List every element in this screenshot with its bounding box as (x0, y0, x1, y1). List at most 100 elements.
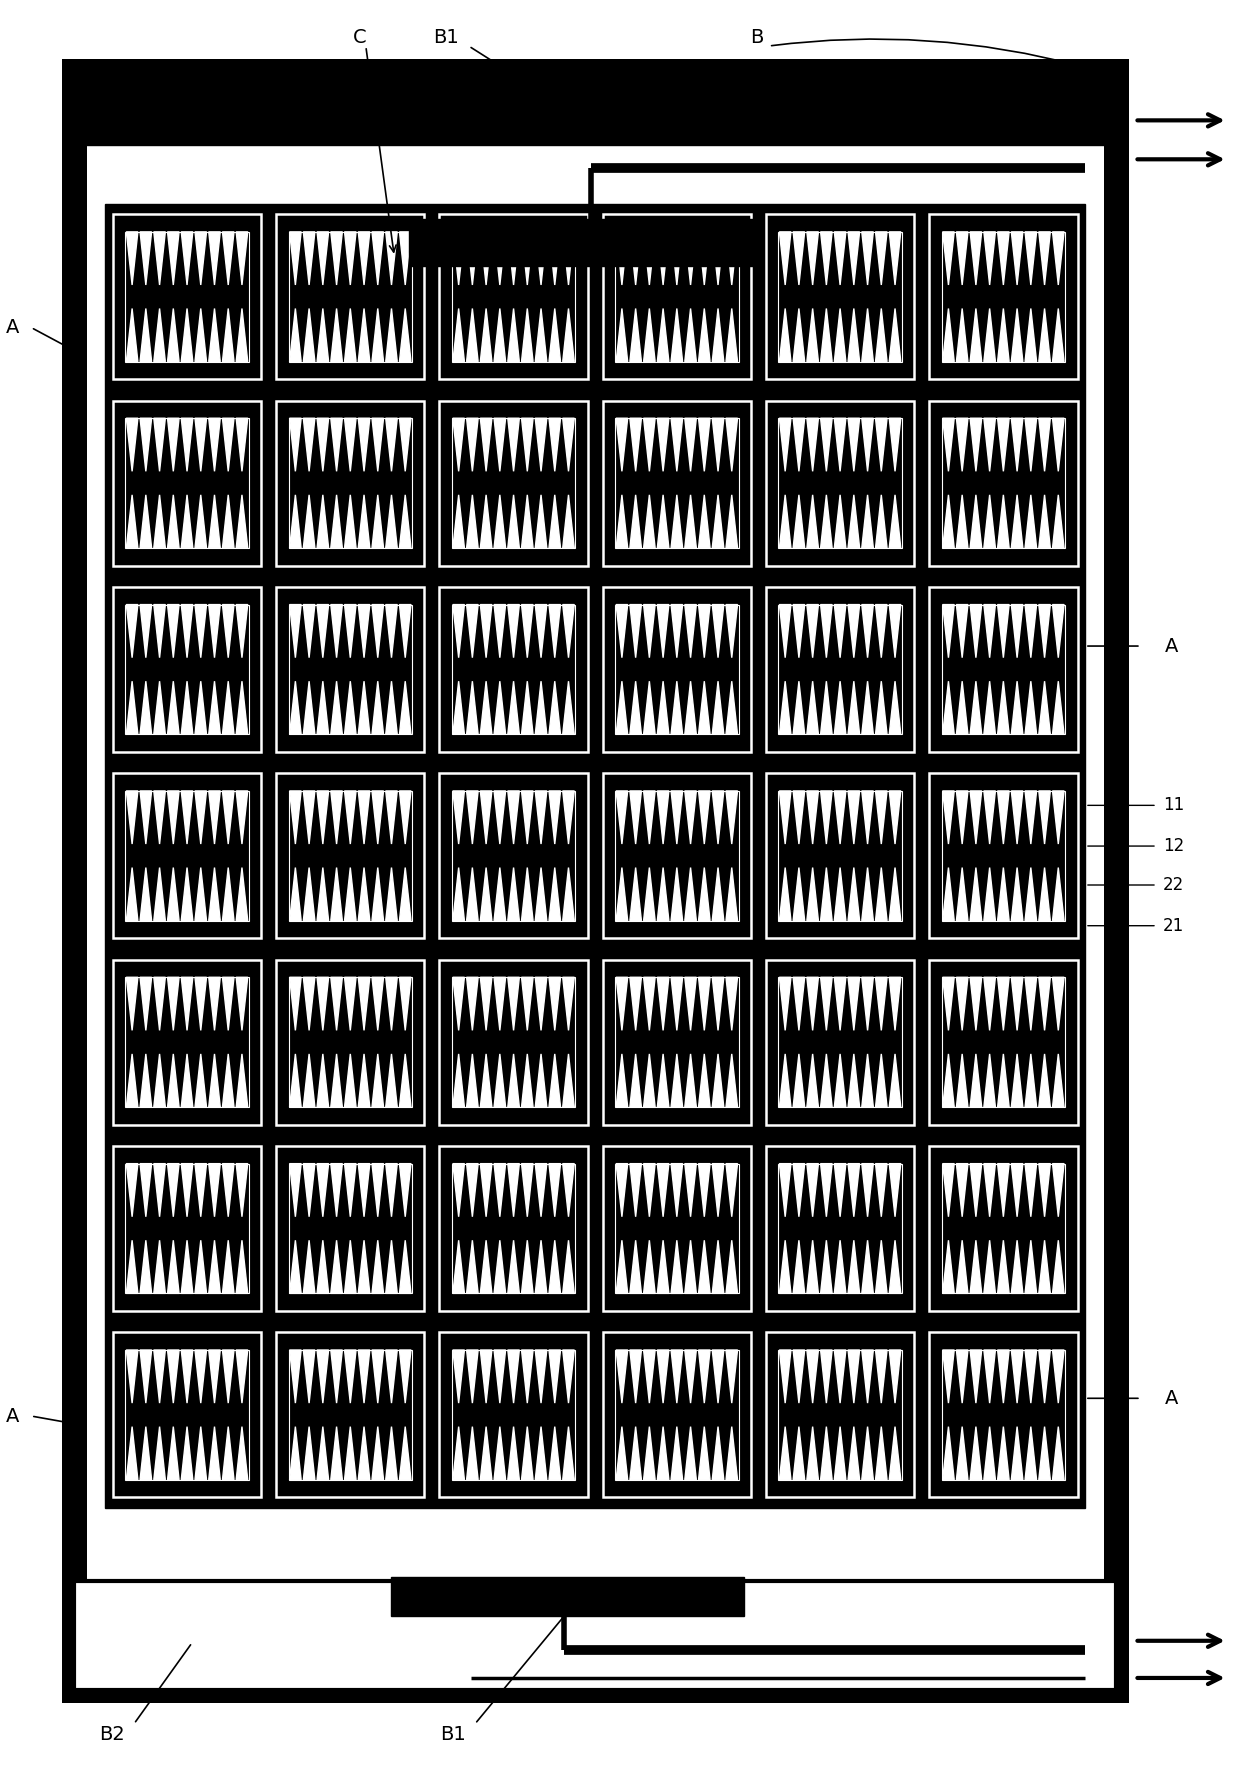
Polygon shape (956, 232, 968, 285)
Polygon shape (358, 681, 370, 735)
Polygon shape (725, 605, 738, 658)
Polygon shape (1039, 1351, 1050, 1404)
Bar (125, 791, 249, 920)
Polygon shape (983, 791, 996, 844)
Polygon shape (698, 1053, 711, 1106)
Polygon shape (1025, 791, 1037, 844)
Polygon shape (1025, 418, 1037, 471)
Polygon shape (807, 418, 818, 471)
Polygon shape (970, 1427, 982, 1480)
Polygon shape (1025, 1427, 1037, 1480)
Polygon shape (983, 605, 996, 658)
Polygon shape (236, 496, 248, 549)
Polygon shape (644, 1351, 655, 1404)
Polygon shape (466, 605, 479, 658)
Polygon shape (794, 977, 805, 1030)
Polygon shape (331, 867, 342, 920)
Polygon shape (331, 1351, 342, 1404)
Polygon shape (126, 496, 138, 549)
Polygon shape (794, 1351, 805, 1404)
Polygon shape (399, 1427, 410, 1480)
Polygon shape (154, 977, 165, 1030)
Polygon shape (167, 605, 179, 658)
Polygon shape (331, 605, 342, 658)
Polygon shape (657, 1053, 668, 1106)
Polygon shape (399, 1351, 410, 1404)
Polygon shape (835, 977, 846, 1030)
Polygon shape (563, 681, 574, 735)
Polygon shape (684, 681, 697, 735)
Polygon shape (181, 1351, 192, 1404)
Polygon shape (889, 496, 900, 549)
Polygon shape (522, 867, 533, 920)
Polygon shape (725, 867, 738, 920)
Polygon shape (195, 791, 207, 844)
Polygon shape (522, 681, 533, 735)
Polygon shape (835, 605, 846, 658)
Polygon shape (453, 232, 465, 285)
Polygon shape (698, 418, 711, 471)
Polygon shape (386, 1241, 397, 1294)
Polygon shape (616, 496, 627, 549)
Polygon shape (630, 1053, 641, 1106)
Polygon shape (698, 1163, 711, 1216)
Polygon shape (616, 605, 627, 658)
Polygon shape (167, 867, 179, 920)
Polygon shape (290, 1053, 301, 1106)
Polygon shape (290, 791, 301, 844)
Polygon shape (372, 232, 383, 285)
Bar (941, 232, 1065, 361)
Polygon shape (372, 1053, 383, 1106)
Polygon shape (304, 681, 315, 735)
Polygon shape (222, 1351, 234, 1404)
Polygon shape (208, 605, 221, 658)
Bar (113, 400, 262, 566)
Polygon shape (807, 308, 818, 361)
Polygon shape (616, 1241, 627, 1294)
Polygon shape (630, 791, 641, 844)
Polygon shape (1053, 1427, 1064, 1480)
Polygon shape (956, 1053, 968, 1106)
Bar (766, 588, 914, 752)
Polygon shape (644, 308, 655, 361)
Polygon shape (236, 1427, 248, 1480)
Polygon shape (712, 791, 724, 844)
Bar (929, 588, 1078, 752)
Polygon shape (522, 791, 533, 844)
Polygon shape (345, 308, 356, 361)
Polygon shape (780, 232, 791, 285)
Polygon shape (331, 496, 342, 549)
Polygon shape (222, 308, 234, 361)
Polygon shape (522, 977, 533, 1030)
Bar (615, 605, 739, 735)
Polygon shape (862, 1053, 873, 1106)
Polygon shape (386, 605, 397, 658)
Polygon shape (208, 1053, 221, 1106)
Bar (439, 400, 588, 566)
Polygon shape (1053, 232, 1064, 285)
Polygon shape (780, 977, 791, 1030)
Polygon shape (1039, 1163, 1050, 1216)
Bar (451, 791, 575, 920)
Polygon shape (236, 418, 248, 471)
Bar (289, 1351, 412, 1480)
Polygon shape (494, 605, 506, 658)
Bar (451, 418, 575, 549)
Polygon shape (195, 977, 207, 1030)
Polygon shape (671, 1241, 682, 1294)
Polygon shape (480, 605, 492, 658)
Polygon shape (942, 418, 955, 471)
Polygon shape (126, 1241, 138, 1294)
Polygon shape (956, 605, 968, 658)
Polygon shape (1025, 496, 1037, 549)
Polygon shape (549, 1053, 560, 1106)
Polygon shape (684, 232, 697, 285)
Polygon shape (480, 496, 492, 549)
Polygon shape (522, 308, 533, 361)
Polygon shape (222, 1241, 234, 1294)
Polygon shape (290, 1241, 301, 1294)
Polygon shape (345, 232, 356, 285)
Polygon shape (780, 308, 791, 361)
Polygon shape (304, 1351, 315, 1404)
Bar (125, 977, 249, 1106)
